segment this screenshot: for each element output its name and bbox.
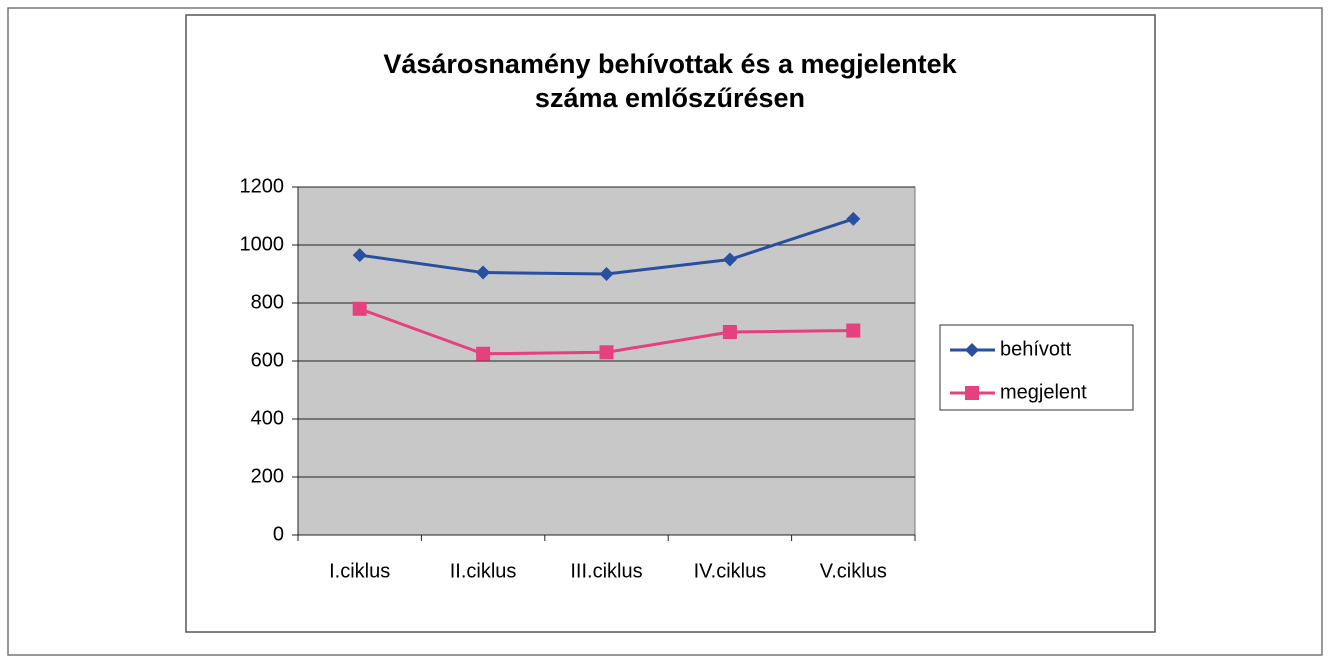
chart-title: Vásárosnamény behívottak és a megjelente… xyxy=(383,49,957,79)
y-tick-label: 400 xyxy=(251,407,284,429)
data-point xyxy=(722,252,737,267)
data-point xyxy=(352,301,367,316)
x-tick-label: III.ciklus xyxy=(570,560,642,582)
data-point xyxy=(846,211,861,226)
y-tick-label: 600 xyxy=(251,349,284,371)
data-point xyxy=(599,345,614,360)
data-point xyxy=(476,265,491,280)
legend-label: behívott xyxy=(1000,338,1072,360)
legend-marker xyxy=(965,343,979,357)
data-point xyxy=(476,346,491,361)
chart-title: száma emlőszűrésen xyxy=(535,83,805,113)
x-tick-label: I.ciklus xyxy=(329,560,390,582)
legend-label: megjelent xyxy=(1000,381,1087,403)
data-point xyxy=(722,325,737,339)
data-point xyxy=(599,267,614,281)
y-tick-label: 200 xyxy=(251,465,284,487)
data-point xyxy=(352,248,367,263)
y-tick-label: 800 xyxy=(251,291,284,313)
y-tick-label: 1200 xyxy=(240,175,285,197)
x-tick-label: V.ciklus xyxy=(820,560,887,582)
y-tick-label: 0 xyxy=(273,523,284,545)
legend-marker xyxy=(965,386,979,400)
y-tick-label: 1000 xyxy=(240,233,285,255)
data-point xyxy=(846,323,861,338)
x-tick-label: IV.ciklus xyxy=(694,560,767,582)
x-tick-label: II.ciklus xyxy=(450,560,517,582)
